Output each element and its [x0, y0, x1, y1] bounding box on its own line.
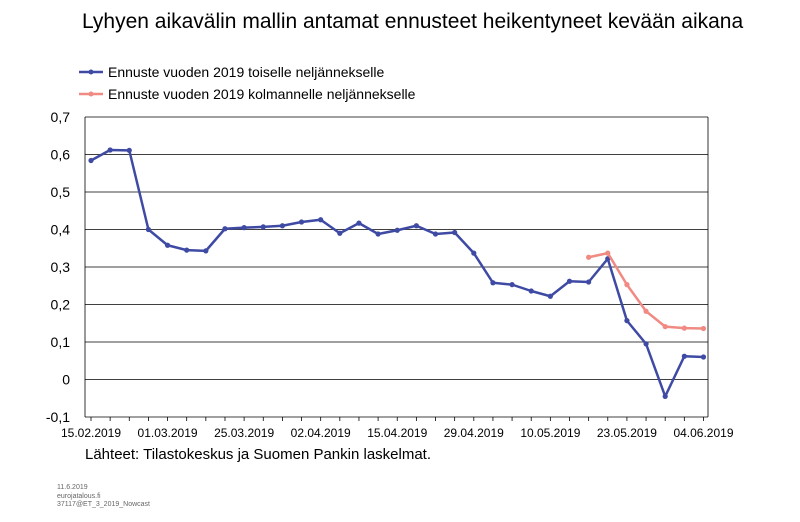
- series-1-point: [490, 280, 496, 286]
- legend-marker-series-1: [79, 69, 103, 75]
- series-2-point: [643, 308, 649, 314]
- series-1-point: [547, 293, 553, 299]
- legend-item-series-2: Ennuste vuoden 2019 kolmannelle neljänne…: [78, 84, 415, 104]
- y-tick-label: 0,5: [51, 184, 71, 200]
- series-1-point: [681, 353, 687, 359]
- x-tick-label: 15.04.2019: [367, 426, 427, 440]
- series-1-point: [528, 288, 534, 294]
- series-1-point: [279, 223, 285, 229]
- series-1-point: [337, 230, 343, 236]
- series-1-point: [375, 231, 381, 237]
- x-tick-label: 04.06.2019: [673, 426, 733, 440]
- legend-label-series-2: Ennuste vuoden 2019 kolmannelle neljänne…: [108, 86, 416, 102]
- y-tick-label: 0,3: [51, 259, 71, 275]
- series-1-point: [566, 278, 573, 284]
- x-tick-label: 29.04.2019: [444, 426, 504, 440]
- y-tick-label: 0,7: [51, 109, 71, 125]
- series-1-point: [471, 250, 477, 256]
- series-1-point: [260, 224, 266, 230]
- series-1-point: [452, 229, 458, 236]
- series-2-point: [586, 254, 592, 260]
- y-tick-label: 0: [62, 372, 70, 388]
- y-tick-label: -0,1: [46, 409, 70, 425]
- series-2-line: [588, 251, 704, 330]
- series-2-point: [662, 324, 668, 330]
- y-tick-label: 0,2: [51, 297, 71, 313]
- series-2-point: [681, 325, 687, 331]
- footnote-site: eurojatalous.fi: [57, 492, 101, 500]
- series-1-point: [586, 279, 592, 285]
- series-1-point: [356, 220, 362, 226]
- chart-title: Lyhyen aikavälin mallin antamat ennustee…: [82, 10, 744, 33]
- series-1-point: [432, 231, 439, 237]
- series-1-point: [700, 354, 707, 360]
- legend-marker-series-2: [79, 91, 103, 97]
- series-1-point: [413, 223, 419, 229]
- x-tick-label: 23.05.2019: [597, 426, 657, 440]
- y-tick-label: 0,6: [51, 147, 71, 163]
- y-tick-label: 0,4: [51, 222, 71, 238]
- footnote-code: 37117@ET_3_2019_Nowcast: [57, 501, 150, 508]
- series-1-point: [318, 217, 324, 223]
- series-1-point: [203, 248, 209, 254]
- x-tick-label: 25.03.2019: [214, 426, 274, 440]
- legend-label-series-1: Ennuste vuoden 2019 toiselle neljännekse…: [108, 64, 385, 80]
- y-tick-label: 0,1: [51, 334, 71, 350]
- series-1-point: [222, 226, 228, 232]
- series-1-point: [394, 227, 400, 233]
- series-1-point: [164, 242, 171, 248]
- source-note: Lähteet: Tilastokeskus ja Suomen Pankin …: [85, 446, 432, 463]
- series-1-point: [624, 318, 630, 324]
- series-1-point: [126, 147, 132, 153]
- series-1-point: [107, 147, 113, 153]
- series-1-point: [662, 393, 668, 399]
- series-1-point: [509, 282, 515, 288]
- series-1-point: [643, 341, 649, 347]
- series-2-point: [624, 282, 630, 288]
- series-1-point: [184, 247, 190, 253]
- legend-item-series-1: Ennuste vuoden 2019 toiselle neljännekse…: [78, 62, 384, 82]
- series-1-point: [298, 219, 305, 225]
- series-1-point: [241, 225, 247, 231]
- series-1-point: [88, 157, 94, 164]
- x-tick-label: 02.04.2019: [291, 426, 351, 440]
- series-1-point: [145, 226, 152, 233]
- x-tick-label: 15.02.2019: [61, 426, 121, 440]
- footnote: 11.6.2019 eurojatalous.fi 37117@ET_3_201…: [57, 484, 150, 510]
- x-tick-label: 01.03.2019: [138, 426, 198, 440]
- x-tick-label: 10.05.2019: [520, 426, 580, 440]
- series-1-line: [90, 148, 704, 398]
- footnote-date: 11.6.2019: [57, 484, 88, 491]
- series-2-point: [700, 325, 707, 332]
- series-2-point: [605, 250, 611, 256]
